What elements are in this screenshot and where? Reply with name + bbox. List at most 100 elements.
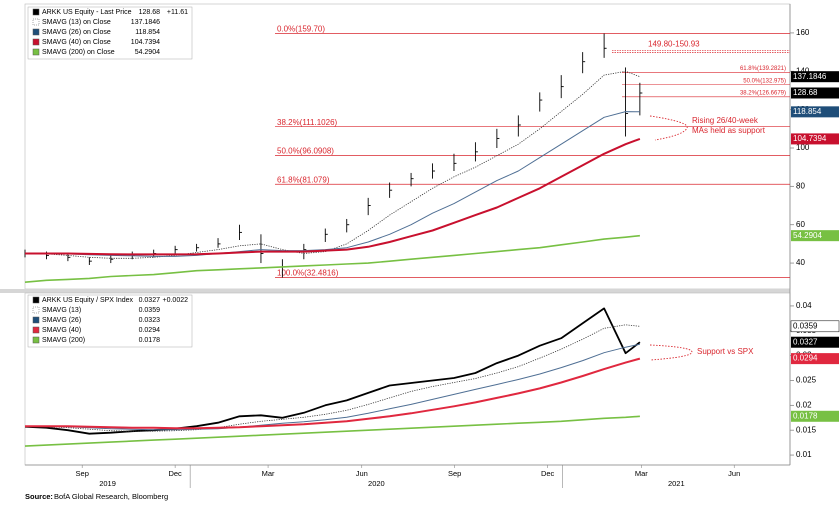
legend-name: SMAVG (200)	[42, 337, 85, 344]
series-line	[25, 137, 641, 256]
y-tick-label: 100	[796, 143, 810, 152]
value-tag-label: 0.0327	[793, 337, 818, 346]
retracement-label: 61.8%(139.2821)	[740, 66, 786, 72]
x-tick-label: Dec	[541, 469, 555, 478]
value-tag	[791, 230, 839, 242]
legend-value: 137.1846	[131, 19, 160, 26]
legend-value: 118.854	[135, 29, 160, 36]
legend-box	[27, 6, 193, 60]
source-text: BofA Global Research, Bloomberg	[54, 492, 168, 501]
year-label: 2020	[368, 479, 385, 488]
value-tag-label: 0.0178	[793, 411, 818, 420]
y-tick-label: 140	[796, 66, 810, 75]
x-tick-label: Dec	[168, 469, 182, 478]
x-tick-label: Sep	[448, 469, 461, 478]
series-line	[25, 357, 641, 430]
series-line	[24, 415, 640, 447]
legend-swatch	[32, 48, 40, 56]
legend-value: 0.0323	[139, 317, 161, 324]
legend-value: 0.0359	[139, 307, 161, 314]
legend-change: +0.0022	[163, 297, 189, 304]
legend-swatch	[32, 296, 40, 304]
legend-name: SMAVG (200) on Close	[42, 49, 115, 56]
value-tag-label: 118.854	[793, 107, 822, 116]
x-tick-label: Sep	[76, 469, 89, 478]
value-tag-label: 54.2904	[793, 231, 822, 240]
legend-name: SMAVG (26)	[42, 317, 81, 324]
legend-name: SMAVG (13)	[42, 307, 81, 314]
series-line	[24, 324, 640, 432]
retracement-label: 38.2%(111.1026)	[277, 118, 338, 127]
year-label: 2019	[99, 479, 116, 488]
legend-value: 54.2904	[135, 49, 160, 56]
legend-swatch	[32, 306, 40, 314]
legend-swatch	[32, 38, 40, 46]
retracement-label: 50.0%(96.0908)	[277, 147, 334, 156]
y-tick-label: 60	[796, 220, 805, 229]
retracement-label: 38.2%(126.6679)	[740, 90, 786, 96]
y-tick-label: 0.02	[796, 400, 812, 409]
annotation-arrow	[649, 344, 693, 361]
value-tag	[790, 320, 840, 333]
value-tag	[791, 133, 839, 145]
value-tag	[791, 71, 839, 83]
retracement-label: 0.0%(159.70)	[277, 25, 325, 34]
legend-name: SMAVG (13) on Close	[42, 19, 111, 26]
series-line	[24, 70, 641, 259]
zone-label: 149.80-150.93	[648, 39, 700, 48]
legend-swatch	[32, 18, 40, 26]
annotation: MAs held as support	[692, 126, 766, 135]
value-tag	[791, 87, 839, 99]
y-tick-label: 160	[796, 28, 810, 37]
legend-swatch	[32, 336, 40, 344]
legend-name: SMAVG (26) on Close	[42, 29, 111, 36]
x-tick-label: Jun	[356, 469, 368, 478]
y-tick-label: 0.04	[796, 301, 812, 310]
series-line	[24, 234, 640, 283]
value-tag-label: 137.1846	[793, 72, 827, 81]
legend-swatch	[32, 326, 40, 334]
legend-swatch	[32, 28, 40, 36]
series-line	[25, 111, 640, 257]
series-line	[25, 343, 641, 431]
value-tag	[791, 353, 839, 365]
legend-name: SMAVG (40)	[42, 327, 81, 334]
retracement-label: 61.8%(81.079)	[277, 175, 330, 184]
panel-separator	[0, 289, 790, 293]
legend-change: +11.61	[167, 9, 188, 16]
value-tag-label: 104.7394	[793, 134, 827, 143]
x-tick-label: Mar	[262, 469, 275, 478]
legend-value: 104.7394	[131, 39, 160, 46]
y-tick-label: 0.015	[796, 425, 817, 434]
legend-box	[27, 294, 193, 348]
value-tag	[791, 410, 839, 422]
legend-swatch	[32, 8, 40, 16]
value-tag-label: 128.68	[793, 88, 818, 97]
legend-name: ARKK US Equity / SPX Index	[42, 297, 134, 304]
y-tick-label: 80	[796, 181, 805, 190]
value-tag-label: 0.0359	[793, 321, 818, 330]
legend-value: 0.0294	[139, 327, 161, 334]
source-label: Source:	[25, 492, 53, 501]
y-tick-label: 40	[796, 258, 805, 267]
retracement-label: 100.0%(32.4816)	[277, 269, 339, 278]
value-tag-label: 0.0294	[793, 354, 818, 363]
y-tick-label: 0.025	[796, 376, 817, 385]
annotation: Support vs SPX	[697, 347, 754, 356]
annotation: Rising 26/40-week	[692, 116, 759, 125]
annotation-arrow	[649, 115, 688, 141]
legend-value: 128.68	[139, 9, 161, 16]
y-tick-label: 0.01	[796, 450, 812, 459]
legend-value: 0.0178	[139, 337, 161, 344]
x-tick-label: Mar	[635, 469, 648, 478]
legend-swatch	[32, 316, 40, 324]
year-label: 2021	[668, 479, 685, 488]
retracement-label: 50.0%(132.975)	[743, 78, 786, 84]
value-tag	[791, 336, 839, 348]
legend-value: 0.0327	[139, 297, 161, 304]
legend-name: SMAVG (40) on Close	[42, 39, 111, 46]
value-tag	[791, 106, 839, 118]
x-tick-label: Jun	[728, 469, 740, 478]
